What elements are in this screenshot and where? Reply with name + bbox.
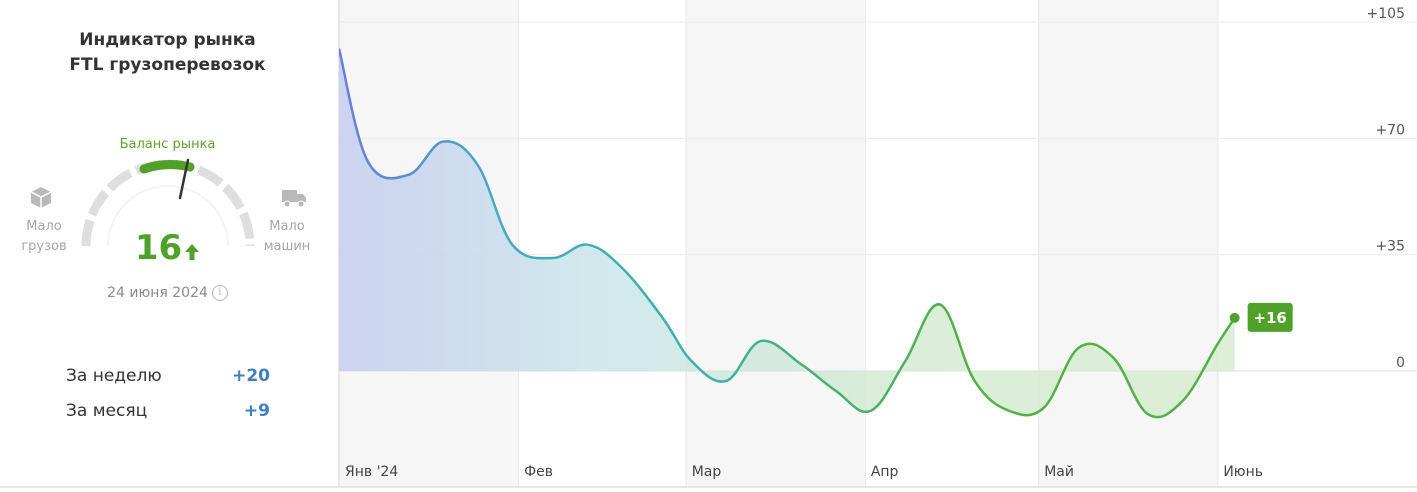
- chart-area: +105 +70 +35 0 Янв '24 Фев Мар Апр Май Июнь +16: [337, 0, 1417, 488]
- week-value: +20: [232, 366, 270, 386]
- last-point-dot: [1229, 312, 1240, 323]
- gauge-value-number: 16: [134, 228, 183, 268]
- low-trucks-label-2: машин: [263, 239, 311, 254]
- x-tick-label: Июнь: [1223, 464, 1263, 480]
- y-axis: +105 +70 +35 0: [1367, 6, 1405, 371]
- info-icon[interactable]: i: [211, 285, 228, 301]
- gauge-date: 24 июня 2024 i: [0, 285, 335, 301]
- last-value-badge: [1247, 302, 1293, 332]
- month-band: [1038, 0, 1218, 488]
- last-value-label: +16: [1253, 309, 1286, 327]
- x-tick-label: Фев: [524, 464, 553, 480]
- market-indicator-panel: Индикатор рынка FTL грузоперевозок Балан…: [0, 0, 339, 488]
- month-stat: За месяц +9: [66, 401, 270, 421]
- low-loads-label-2: грузов: [21, 239, 67, 254]
- panel-title-line2: FTL грузоперевозок: [69, 55, 266, 75]
- y-tick-label: 0: [1396, 355, 1405, 371]
- x-tick-label: Мар: [692, 464, 722, 480]
- gauge-inner-arc: [107, 185, 229, 247]
- month-band: [518, 0, 686, 488]
- arrow-up-icon: [184, 230, 200, 270]
- gauge-balance-segment: [139, 160, 195, 174]
- month-band: [1217, 0, 1417, 488]
- gauge: [30, 158, 306, 247]
- x-tick-label: Апр: [871, 464, 899, 480]
- area-layer: [337, 48, 1236, 419]
- month-band: [864, 0, 1039, 488]
- week-stat: За неделю +20: [66, 366, 270, 386]
- box-icon: [30, 187, 52, 208]
- area-fill: [339, 48, 1235, 418]
- x-axis: Янв '24 Фев Мар Апр Май Июнь: [345, 464, 1263, 480]
- last-point: +16: [1229, 302, 1293, 332]
- month-band: [685, 0, 865, 488]
- week-label: За неделю: [66, 366, 162, 386]
- gauge-needle: [178, 158, 190, 200]
- y-tick-label: +70: [1375, 122, 1405, 138]
- month-value: +9: [243, 401, 270, 421]
- y-tick-label: +105: [1367, 6, 1405, 22]
- low-trucks-label-1: Мало: [269, 219, 305, 234]
- gauge-date-text: 24 июня 2024: [107, 285, 208, 301]
- low-loads-label-1: Мало: [26, 219, 62, 234]
- y-tick-label: +35: [1375, 239, 1405, 255]
- x-tick-label: Май: [1044, 464, 1074, 480]
- gauge-label: Баланс рынка: [119, 137, 216, 152]
- series-line: [337, 48, 1236, 419]
- x-tick-label: Янв '24: [345, 464, 398, 480]
- panel-title-line1: Индикатор рынка: [79, 30, 256, 50]
- market-balance-chart: +105 +70 +35 0 Янв '24 Фев Мар Апр Май Июнь +16: [337, 0, 1417, 488]
- bottom-border: [0, 486, 1417, 488]
- month-label: За месяц: [66, 401, 148, 421]
- gauge-value: 16: [0, 228, 335, 270]
- truck-icon: [282, 190, 306, 208]
